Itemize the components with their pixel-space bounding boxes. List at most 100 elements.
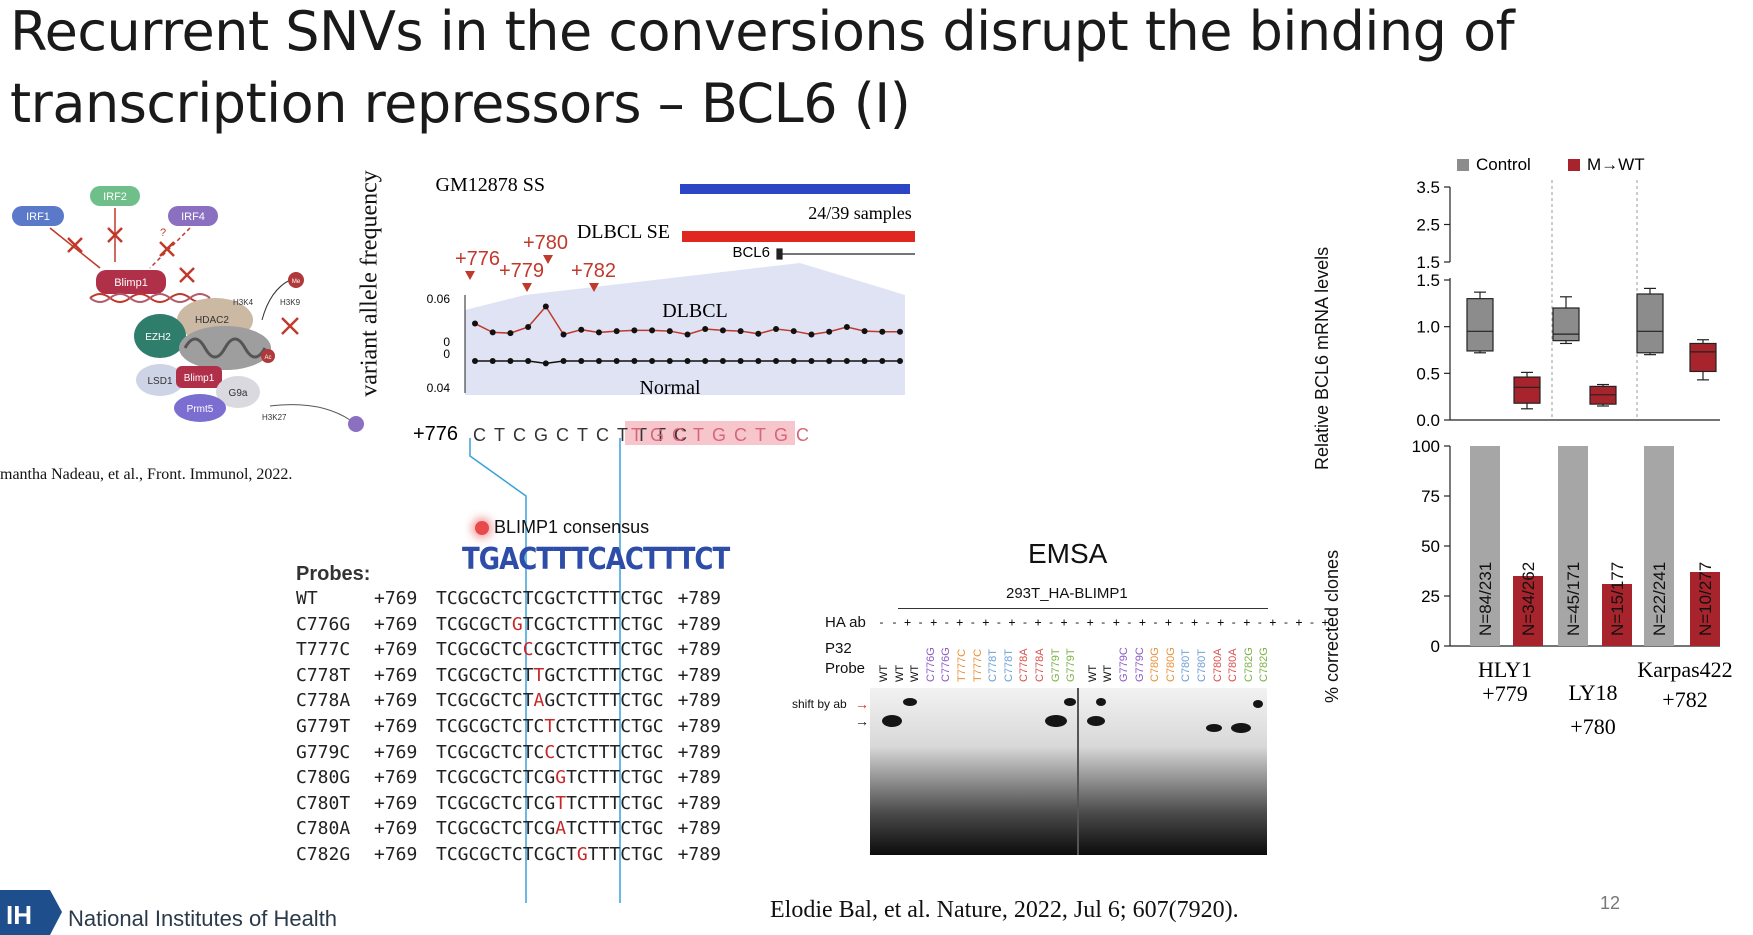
sequence-highlight-box — [625, 421, 795, 445]
svg-text:G9a: G9a — [229, 388, 248, 399]
bar-category-position: +782 — [1662, 687, 1707, 712]
probes-title: Probes: — [296, 563, 371, 585]
emsa-lane-label: C780G — [1164, 647, 1177, 682]
probe-end: +789 — [677, 613, 721, 635]
nih-logo-text: IH — [6, 900, 32, 930]
emsa-row-p32: P32 — [825, 640, 852, 657]
g9a-node: G9a — [216, 376, 260, 408]
emsa-lane-label: C780T — [1180, 648, 1193, 682]
marker-782-triangle — [589, 283, 599, 292]
normal-point — [897, 358, 903, 364]
emsa-lane-label: G779C — [1118, 647, 1130, 682]
emsa-lane-label: C778T — [1002, 648, 1015, 682]
marker-776-label: +776 — [455, 248, 500, 270]
probe-mutation: C — [544, 741, 556, 763]
marker-779-label: +779 — [499, 260, 544, 282]
probe-start: +769 — [374, 690, 418, 712]
probe-row: T777C +769 TCGCGCTCCCGCTCTTTCTGC +789 — [296, 639, 721, 660]
emsa-lane-label: WT — [1086, 664, 1099, 682]
probe-seq: TCGCGCT — [436, 613, 512, 635]
dlbcl-point — [666, 328, 673, 335]
probe-seq: TCGCGCTCTCGCT — [436, 844, 577, 865]
probe-row: C780T +769 TCGCGCTCTCGTTCTTTCTGC +789 — [296, 793, 721, 814]
legend-m-to-wt-label: M→WT — [1587, 155, 1645, 174]
ezh2-node: EZH2 — [134, 314, 186, 358]
probe-name: C780T — [296, 792, 351, 814]
probe-seq: TCGCGCTCT — [436, 690, 534, 712]
normal-point — [666, 358, 673, 364]
probe-seq-rest: CTCTTTCTGC — [555, 741, 664, 763]
normal-point — [719, 358, 726, 364]
bar-category-position: +779 — [1482, 681, 1527, 706]
box-mwt — [1689, 342, 1717, 373]
bar-ytick-label: 75 — [1421, 487, 1440, 506]
probe-seq: TCGCGCTCTCG — [436, 818, 556, 840]
nucleosome-icon — [179, 326, 271, 370]
track-dlbcl-label: DLBCL SE — [577, 221, 670, 243]
probe-seq-rest: TCTTTCTGC — [566, 767, 664, 789]
bar-n-label: N=45/171 — [1564, 562, 1583, 636]
probe-row: C776G +769 TCGCGCTGTCGCTCTTTCTGC +789 — [296, 614, 721, 635]
probe-mutation: T — [555, 792, 567, 814]
variant-allele-frequency-panel: GM12878 SS 24/39 samples DLBCL SE BCL6 0… — [413, 174, 915, 445]
probe-end: +789 — [677, 639, 721, 661]
marker-779-triangle — [522, 283, 532, 292]
tick-0.06: 0.06 — [427, 292, 451, 306]
dlbcl-point — [525, 323, 532, 330]
probe-end: +789 — [677, 664, 721, 686]
motif-connector-lines — [469, 438, 621, 903]
legend-swatch-m-to-wt — [1568, 159, 1580, 171]
probe-start: +769 — [374, 792, 418, 814]
probe-mutation: T — [533, 664, 545, 686]
methyl-mark-icon — [288, 272, 304, 288]
emsa-lane-label: C782G — [1258, 647, 1271, 682]
emsa-lane-label: C778A — [1018, 648, 1031, 682]
bar-control — [1644, 446, 1674, 646]
bar-mwt — [1602, 584, 1632, 646]
normal-point — [578, 358, 585, 364]
normal-point — [737, 358, 744, 364]
probe-seq-rest: GCTCTTTCTGC — [544, 690, 664, 712]
normal-point — [861, 358, 868, 364]
box-ytick-label: 1.5 — [1416, 271, 1440, 290]
svg-text:IRF4: IRF4 — [181, 211, 205, 223]
gel-bands — [882, 698, 1263, 733]
probe-mutation: G — [555, 767, 567, 789]
dlbcl-point — [773, 326, 780, 333]
dlbcl-point — [489, 329, 496, 336]
box-ytick-label: 0.5 — [1416, 364, 1440, 383]
box-control — [1636, 293, 1664, 354]
probe-mutation: G — [511, 613, 523, 635]
box-mwt — [1513, 376, 1541, 404]
normal-point — [507, 358, 514, 364]
probe-mutation: G — [576, 844, 588, 865]
nih-logo: IH — [0, 890, 62, 935]
bar-n-label: N=22/241 — [1650, 562, 1669, 636]
probe-seq: TCGCGCTC — [436, 639, 523, 661]
probe-mutation: A — [555, 818, 567, 840]
probe-row: C782G +769 TCGCGCTCTCGCTGTTTCTGC +789 — [296, 844, 721, 865]
probe-end: +789 — [677, 818, 721, 840]
bar-category-name: LY18 — [1568, 680, 1617, 705]
probe-seq: TCGCGCTCTCGCTCTTTCTGC — [436, 588, 664, 609]
dlbcl-point — [790, 328, 797, 335]
dlbcl-point — [719, 327, 726, 334]
emsa-title: EMSA — [1028, 538, 1108, 569]
dlbcl-point — [737, 328, 744, 335]
svg-text:Blimp1: Blimp1 — [184, 373, 215, 384]
emsa-lane-label: WT — [909, 664, 922, 682]
footer-citation: Elodie Bal, et al. Nature, 2022, Jul 6; … — [770, 897, 1239, 923]
probe-end: +789 — [677, 588, 721, 609]
probe-name: G779C — [296, 741, 351, 763]
probe-start: +769 — [374, 639, 418, 661]
normal-point — [773, 358, 780, 364]
probe-row: C780G +769 TCGCGCTCTCGGTCTTTCTGC +789 — [296, 767, 721, 788]
normal-point — [649, 358, 656, 364]
dlbcl-point — [595, 329, 602, 336]
svg-text:Me: Me — [292, 279, 301, 285]
probe-seq-rest: CGCTCTTTCTGC — [533, 639, 664, 661]
normal-point — [808, 358, 815, 364]
normal-point — [525, 358, 532, 364]
probe-start: +769 — [374, 818, 418, 840]
marker-776-triangle — [465, 271, 475, 280]
